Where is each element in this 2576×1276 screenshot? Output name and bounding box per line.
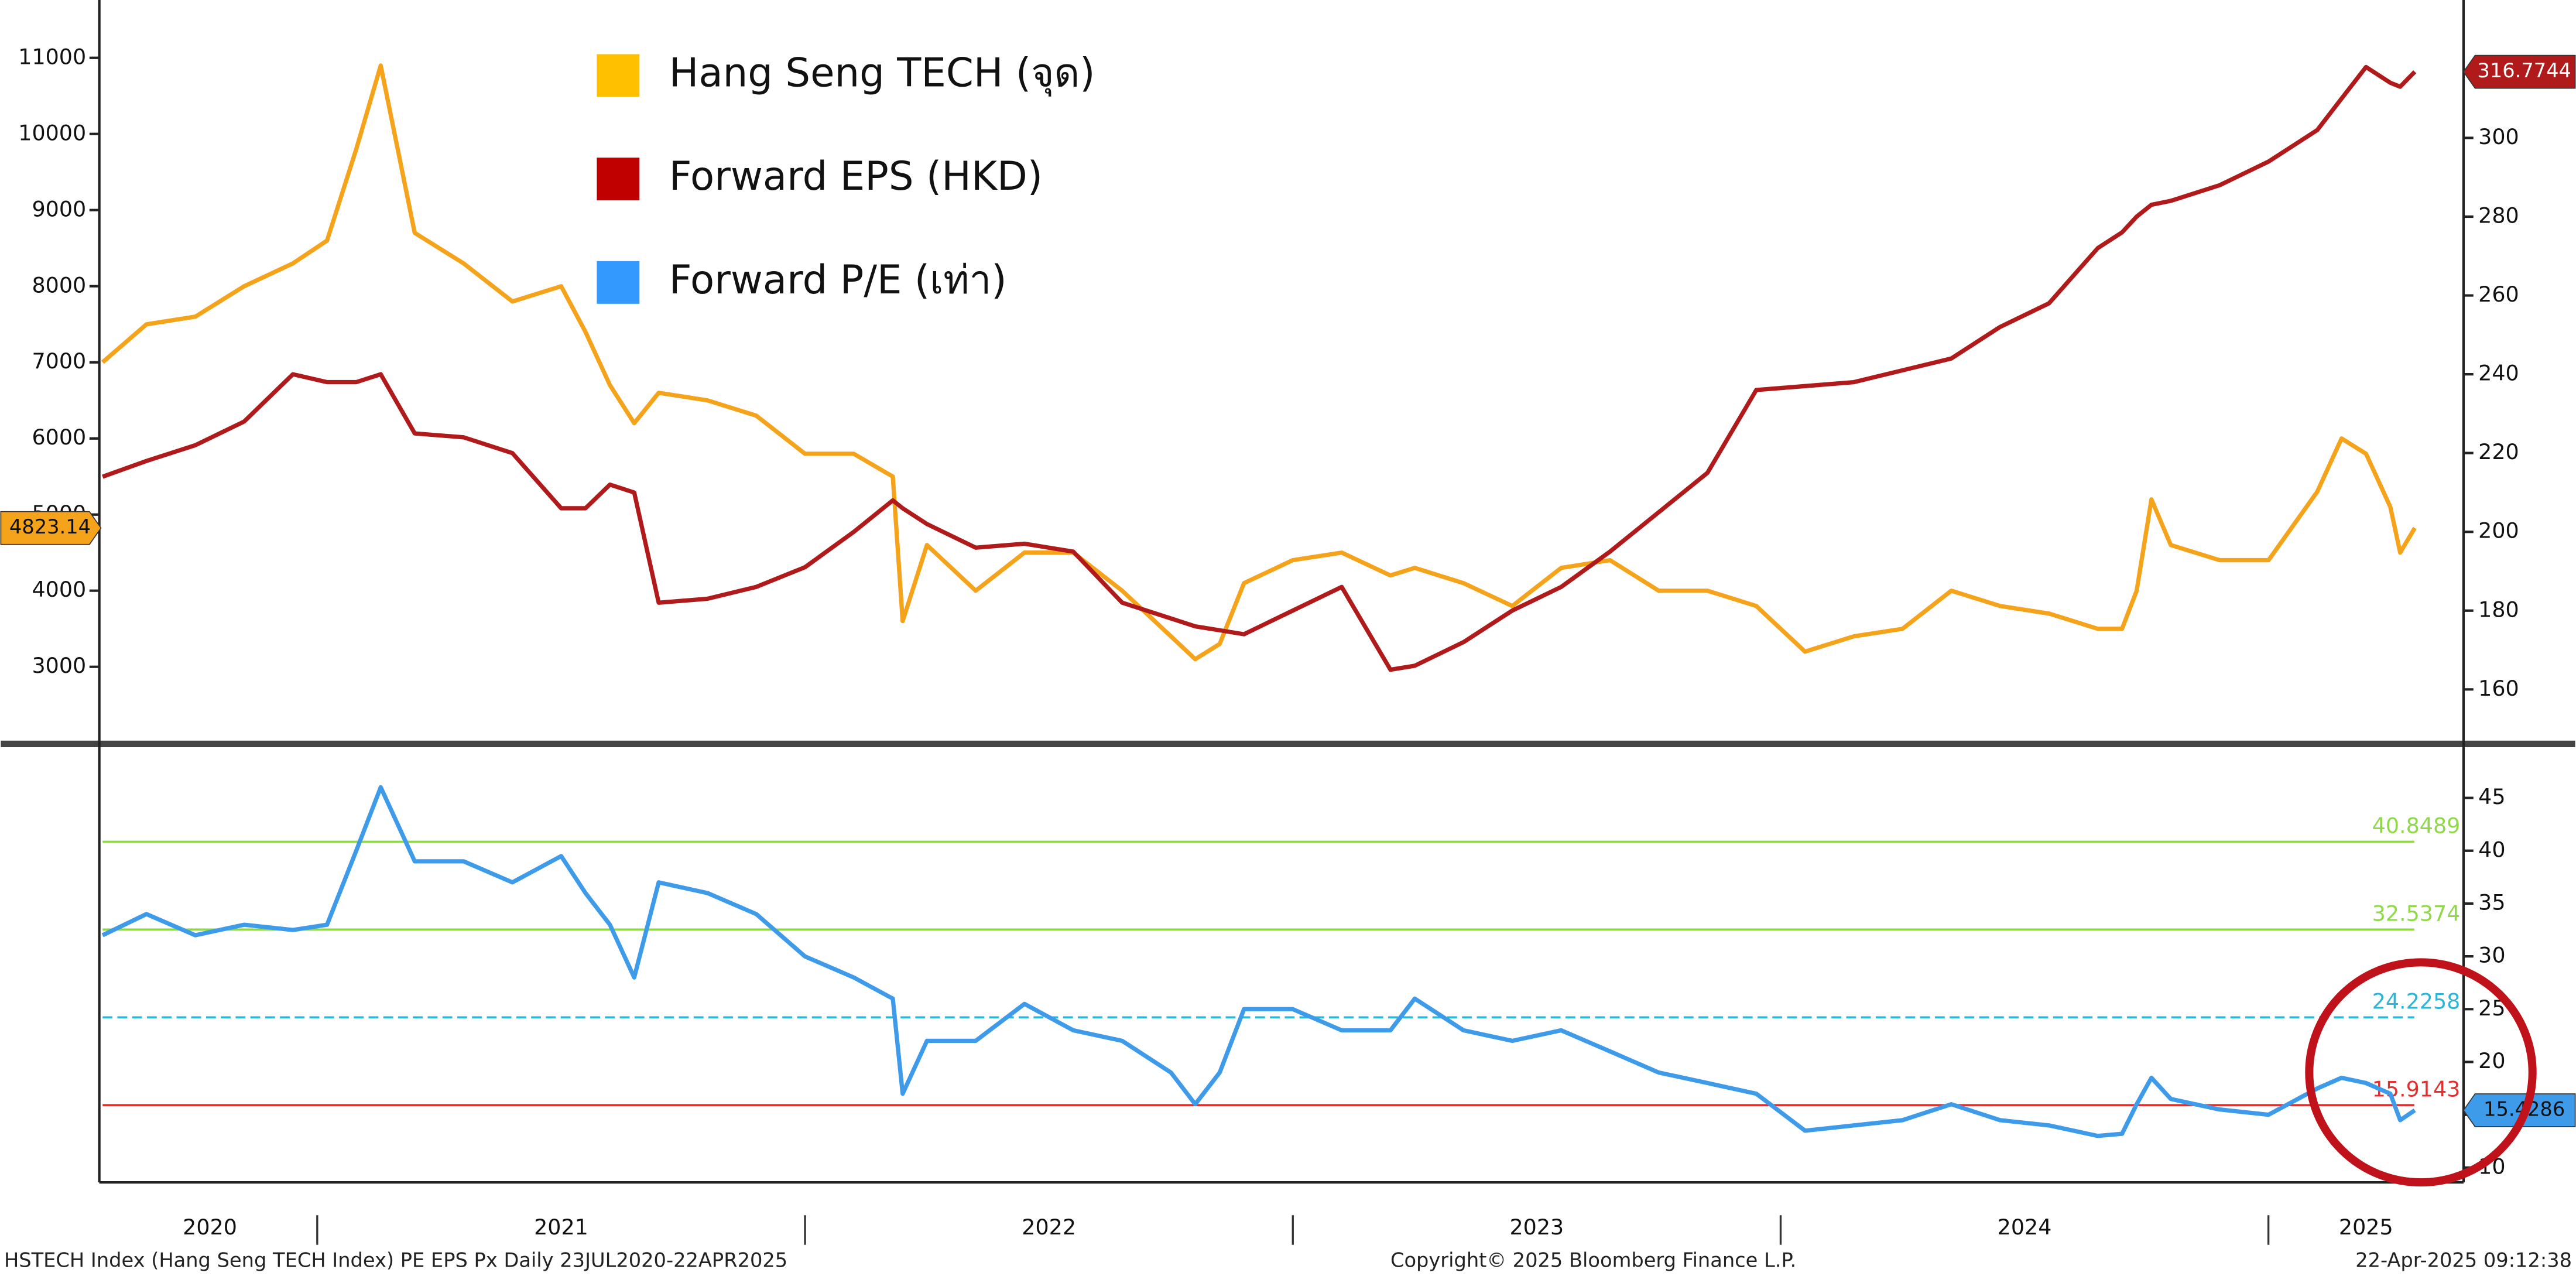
series-line [101, 63, 2417, 662]
y-tick-label: 7000 [32, 348, 86, 374]
reference-label: 15.9143 [2372, 1076, 2461, 1101]
y2-tick-label: 220 [2478, 439, 2519, 464]
reference-label: 24.2258 [2372, 989, 2461, 1014]
y2-tick-label: 40 [2478, 837, 2505, 862]
last-value-tag [2462, 54, 2576, 89]
legend-label: Forward EPS (HKD) [669, 153, 1043, 199]
last-value-tag [0, 511, 102, 545]
y-tick-label: 10000 [18, 120, 86, 145]
reference-label: 40.8489 [2372, 813, 2461, 839]
y-tick-label: 3000 [32, 653, 86, 678]
footer-right: 22-Apr-2025 09:12:38 [2355, 1248, 2572, 1271]
y-tick-label: 8000 [32, 272, 86, 297]
y2-tick-label: 260 [2478, 282, 2519, 307]
y2-tick-label: 160 [2478, 676, 2519, 701]
y-tick-label: 4000 [32, 577, 86, 602]
x-tick-label: 2022 [1022, 1215, 1076, 1240]
reference-label: 32.5374 [2372, 901, 2461, 926]
legend-label: Hang Seng TECH (จุด) [669, 50, 1095, 97]
highlight-circle [2305, 958, 2537, 1187]
pane-divider [1, 740, 2575, 747]
x-tick-label: 2024 [1998, 1215, 2052, 1240]
y-tick-label: 11000 [18, 44, 86, 69]
last-value-label: 4823.14 [9, 515, 91, 538]
legend-label: Forward P/E (เท่า) [669, 257, 1007, 303]
y2-tick-label: 20 [2478, 1048, 2505, 1073]
legend-swatch [597, 54, 640, 97]
y2-tick-label: 45 [2478, 784, 2505, 809]
legend-swatch [597, 261, 640, 304]
footer-left: HSTECH Index (Hang Seng TECH Index) PE E… [4, 1248, 787, 1271]
y2-tick-label: 300 [2478, 124, 2519, 149]
y2-tick-label: 30 [2478, 943, 2505, 968]
footer-center: Copyright© 2025 Bloomberg Finance L.P. [1390, 1248, 1796, 1271]
x-tick-label: 2023 [1509, 1215, 1564, 1240]
y2-tick-label: 280 [2478, 203, 2519, 228]
x-tick-label: 2025 [2339, 1215, 2393, 1240]
series-line [102, 64, 2417, 672]
y-tick-label: 6000 [32, 425, 86, 450]
x-tick-label: 2021 [534, 1215, 588, 1240]
y2-tick-label: 180 [2478, 597, 2519, 622]
y-tick-label: 9000 [32, 196, 86, 221]
last-value-label: 316.7744 [2477, 59, 2571, 82]
last-value-tag [2462, 1093, 2576, 1127]
legend-swatch [597, 158, 640, 201]
y2-tick-label: 200 [2478, 518, 2519, 543]
series-line [101, 785, 2416, 1138]
x-tick-label: 2020 [183, 1215, 237, 1240]
y2-tick-label: 35 [2478, 890, 2505, 915]
y2-tick-label: 240 [2478, 361, 2519, 386]
